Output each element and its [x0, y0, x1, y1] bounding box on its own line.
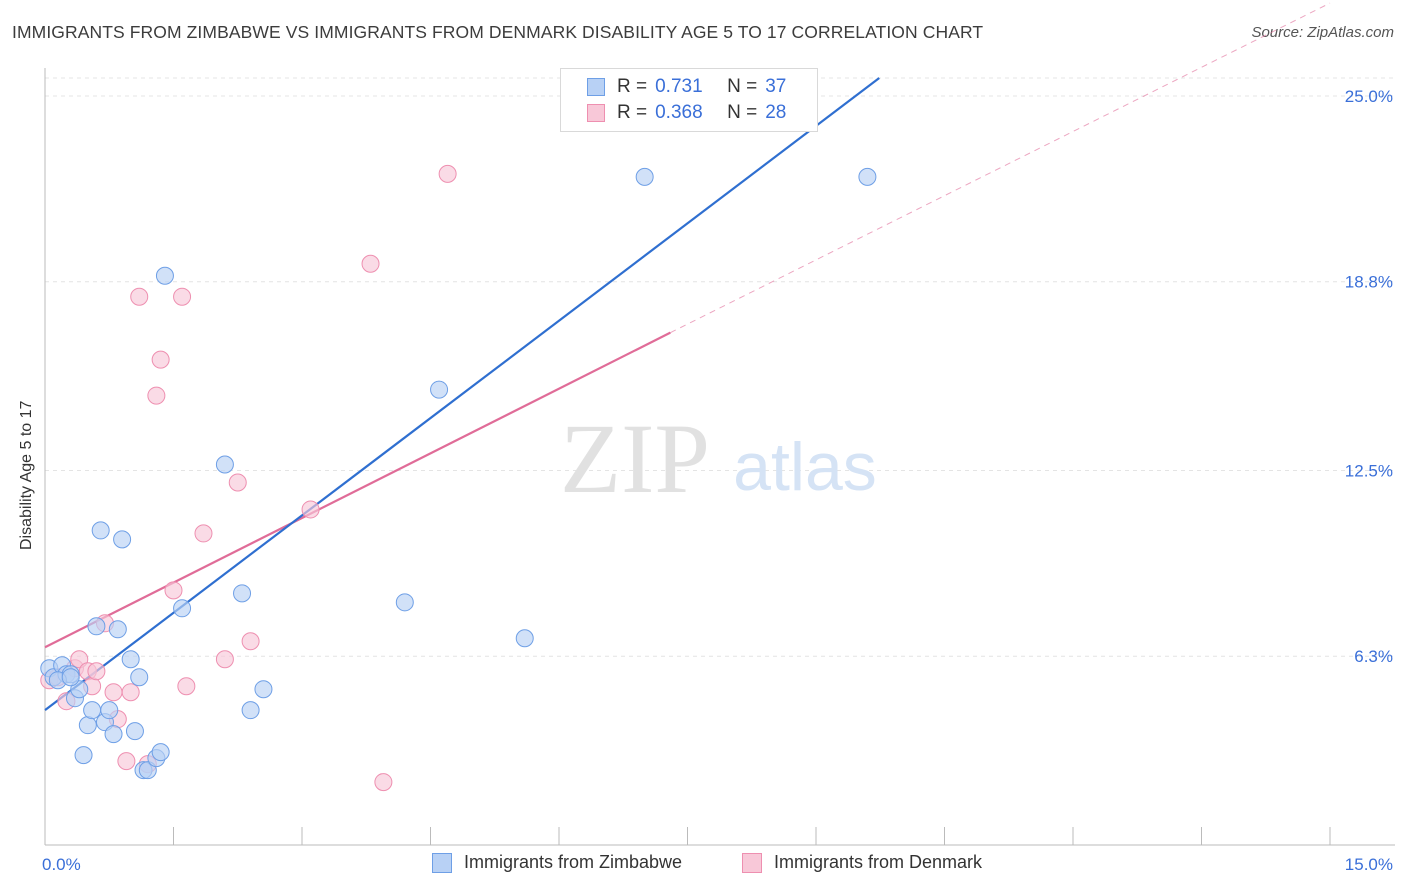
point-denmark — [121, 683, 140, 702]
axes — [44, 68, 1395, 846]
watermark-atlas: atlas — [733, 429, 877, 505]
x-tick-label-max: 15.0% — [1345, 855, 1393, 874]
point-zimbabwe — [125, 722, 144, 741]
legend-swatch-denmark — [587, 104, 605, 122]
point-zimbabwe — [215, 455, 234, 474]
series-swatch-denmark — [742, 852, 762, 873]
point-zimbabwe — [635, 167, 654, 186]
point-denmark — [241, 632, 260, 651]
trend-line-zimbabwe — [44, 77, 880, 712]
point-zimbabwe — [151, 743, 170, 762]
y-axis-label: Disability Age 5 to 17 — [18, 400, 35, 550]
legend-n-value: 37 — [765, 76, 787, 97]
point-denmark — [104, 683, 123, 702]
x-tick-label-min: 0.0% — [42, 855, 81, 874]
point-zimbabwe — [241, 701, 260, 720]
series-legend: Immigrants from Zimbabwe Immigrants from… — [0, 852, 1406, 878]
point-denmark — [438, 164, 457, 183]
series-legend-denmark: Immigrants from Denmark — [742, 852, 982, 873]
point-zimbabwe — [130, 668, 149, 687]
point-zimbabwe — [78, 716, 97, 735]
point-zimbabwe — [113, 530, 132, 549]
point-zimbabwe — [91, 521, 110, 540]
data-points — [40, 164, 877, 792]
point-zimbabwe — [121, 650, 140, 669]
legend-row-zimbabwe: R = 0.731 N = 37 — [587, 74, 786, 100]
point-denmark — [374, 773, 393, 792]
point-denmark — [173, 287, 192, 306]
point-zimbabwe — [87, 617, 106, 636]
point-denmark — [301, 500, 320, 519]
legend-r-label: R = — [617, 76, 648, 97]
point-zimbabwe — [100, 701, 119, 720]
y-tick-label: 25.0% — [1345, 87, 1393, 106]
point-zimbabwe — [104, 725, 123, 744]
point-zimbabwe — [108, 620, 127, 639]
watermark-zip: ZIP — [560, 403, 710, 514]
watermark: ZIP atlas — [560, 403, 877, 514]
legend-r-value: 0.368 — [655, 102, 703, 123]
point-denmark — [87, 662, 106, 681]
trend-line-denmark — [44, 331, 671, 649]
point-zimbabwe — [254, 680, 273, 699]
legend: R = 0.731 N = 37 R = 0.368 N = 28 — [560, 68, 818, 132]
series-legend-zimbabwe: Immigrants from Zimbabwe — [432, 852, 682, 873]
series-name-denmark: Immigrants from Denmark — [774, 852, 983, 872]
legend-row-denmark: R = 0.368 N = 28 — [587, 100, 786, 126]
point-zimbabwe — [233, 584, 252, 603]
legend-n-label: N = — [727, 76, 758, 97]
source-label: Source: ZipAtlas.com — [1251, 24, 1394, 41]
tick-labels: 6.3% 12.5% 18.8% 25.0% 0.0% 15.0% — [42, 87, 1393, 874]
series-swatch-zimbabwe — [432, 852, 452, 873]
legend-swatch-zimbabwe — [587, 78, 605, 96]
point-denmark — [164, 581, 183, 600]
legend-r-value: 0.731 — [655, 76, 703, 97]
point-zimbabwe — [858, 167, 877, 186]
trend-line-denmark-extension — [670, 2, 1331, 334]
chart-title: IMMIGRANTS FROM ZIMBABWE VS IMMIGRANTS F… — [12, 22, 984, 42]
y-tick-label: 6.3% — [1354, 647, 1393, 666]
legend-n-value: 28 — [765, 102, 787, 123]
point-denmark — [228, 473, 247, 492]
point-denmark — [151, 350, 170, 369]
grid-lines — [45, 77, 1395, 657]
point-denmark — [194, 524, 213, 543]
point-zimbabwe — [74, 746, 93, 765]
point-zimbabwe — [61, 668, 80, 687]
y-tick-label: 12.5% — [1345, 461, 1393, 480]
point-denmark — [147, 386, 166, 405]
point-zimbabwe — [515, 629, 534, 648]
legend-r-label: R = — [617, 102, 648, 123]
point-zimbabwe — [155, 266, 174, 285]
legend-n-label: N = — [727, 102, 758, 123]
point-zimbabwe — [395, 593, 414, 612]
point-denmark — [177, 677, 196, 696]
point-denmark — [117, 752, 136, 771]
point-denmark — [130, 287, 149, 306]
series-name-zimbabwe: Immigrants from Zimbabwe — [464, 852, 683, 872]
point-zimbabwe — [173, 599, 192, 618]
y-tick-label: 18.8% — [1345, 273, 1393, 292]
point-zimbabwe — [430, 380, 449, 399]
point-denmark — [361, 254, 380, 273]
point-zimbabwe — [83, 701, 102, 720]
point-denmark — [215, 650, 234, 669]
